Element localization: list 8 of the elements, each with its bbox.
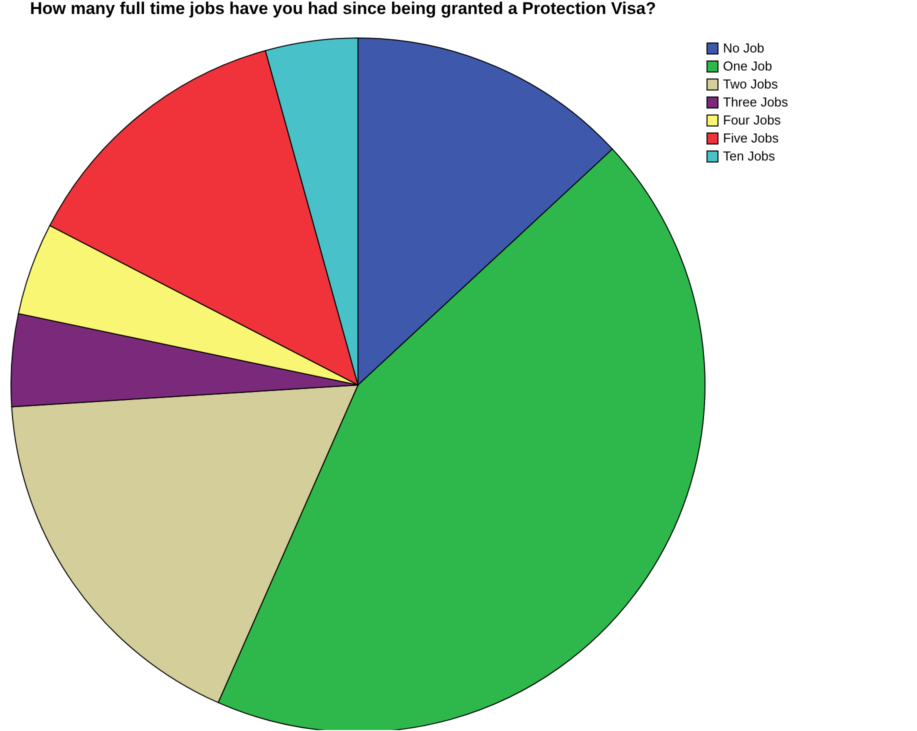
chart-title: How many full time jobs have you had since being granted a Protection Visa? (30, 0, 656, 18)
legend-label: Four Jobs (723, 112, 782, 128)
legend-label: One Job (723, 58, 772, 74)
legend-label: Two Jobs (723, 76, 778, 92)
legend-label: Five Jobs (723, 130, 780, 146)
legend-label: Three Jobs (723, 94, 789, 110)
legend-label: Ten Jobs (723, 148, 776, 164)
legend-label: No Job (723, 40, 764, 56)
